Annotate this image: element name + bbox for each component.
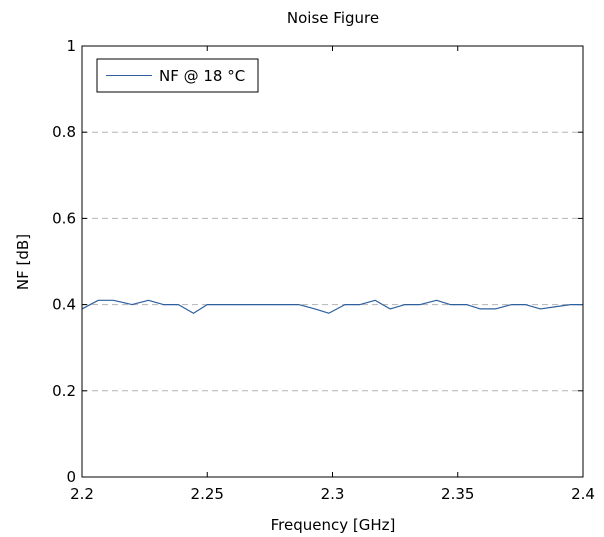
series-lines (81, 299, 583, 314)
y-tick-label: 1 (66, 37, 76, 55)
y-tick-label: 0.8 (52, 123, 76, 141)
series-line (81, 299, 583, 314)
y-tick-label: 0 (66, 468, 76, 486)
y-axis-label: NF [dB] (14, 234, 32, 290)
tick-labels: 0 0.2 0.4 0.6 0.8 1 2.2 2.25 2.3 2.35 2.4 (52, 37, 595, 503)
legend-label: NF @ 18 °C (159, 67, 245, 85)
x-axis-label: Frequency [GHz] (271, 516, 396, 534)
axis-ticks (81, 45, 584, 478)
x-tick-label: 2.2 (70, 485, 94, 503)
x-tick-label: 2.3 (321, 485, 345, 503)
chart-title: Noise Figure (287, 9, 379, 27)
x-tick-label: 2.4 (571, 485, 595, 503)
plot-frame (81, 45, 584, 478)
x-tick-label: 2.25 (191, 485, 224, 503)
grid-lines (82, 131, 583, 392)
legend: NF @ 18 °C (96, 58, 259, 93)
y-tick-label: 0.4 (52, 296, 76, 314)
y-tick-label: 0.2 (52, 382, 76, 400)
x-tick-label: 2.35 (441, 485, 474, 503)
y-tick-label: 0.6 (52, 209, 76, 227)
